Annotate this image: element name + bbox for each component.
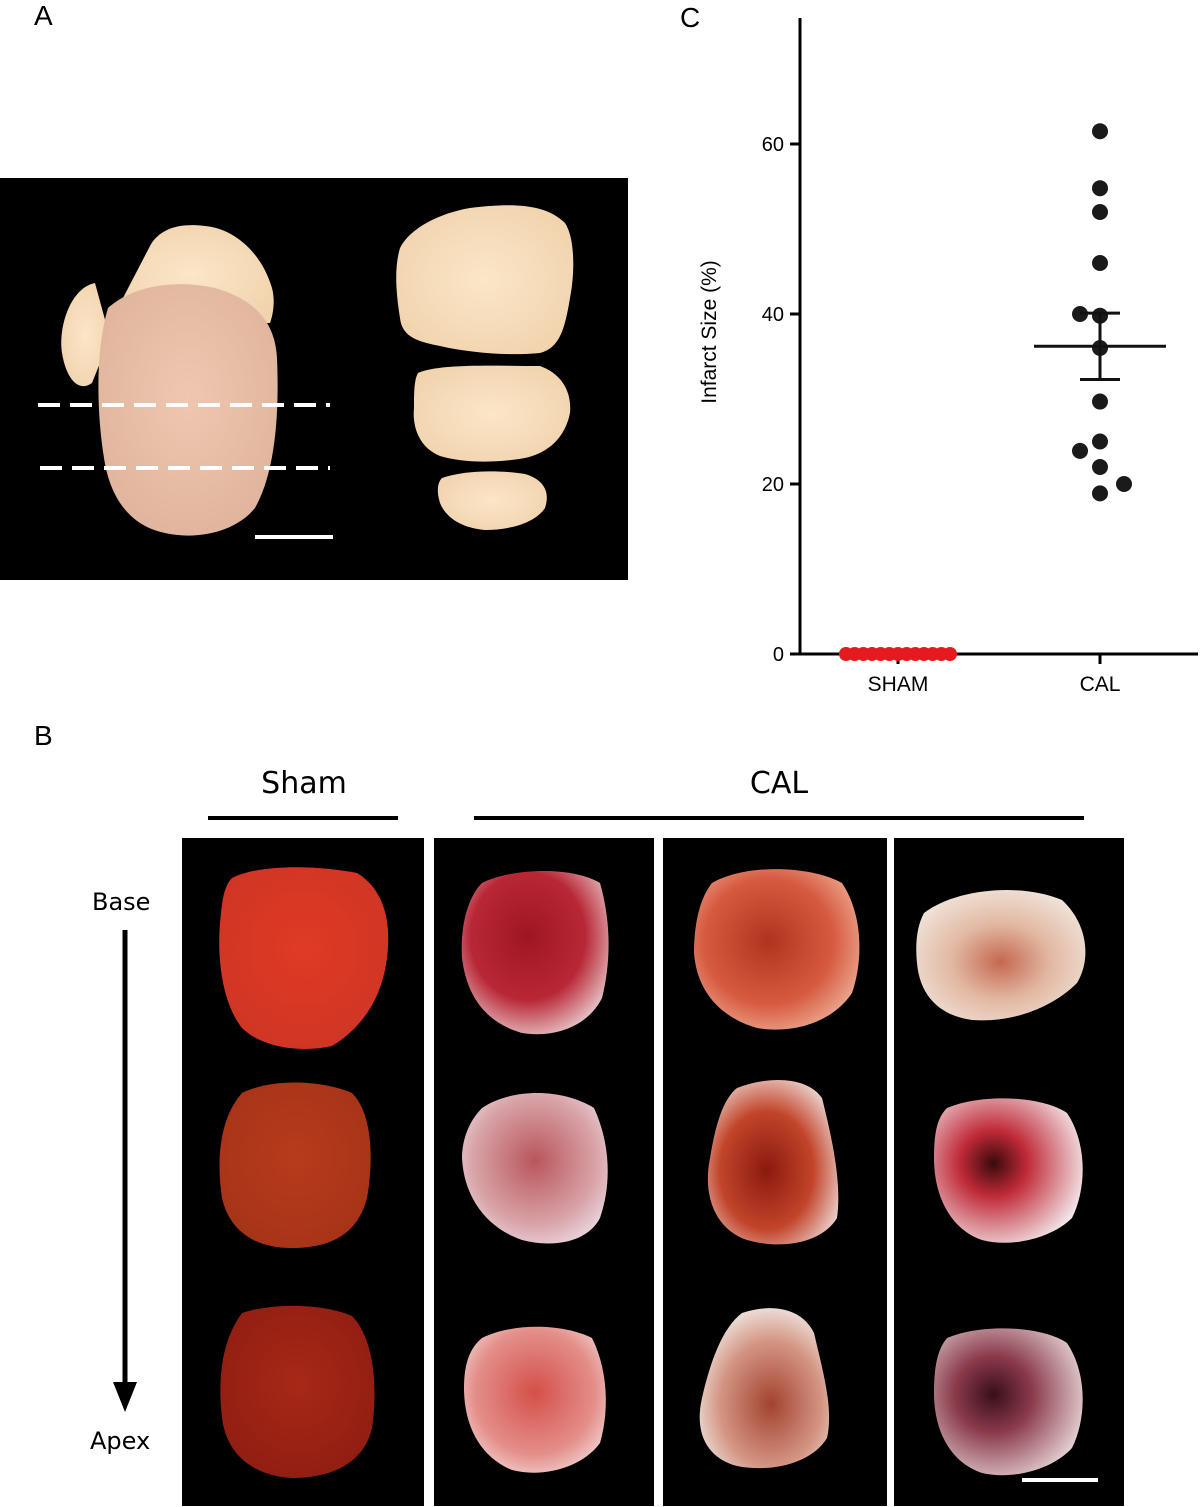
chart-axes: 0 20 40 60 SHAM CAL — [762, 18, 1198, 696]
cal-group-label: CAL — [749, 766, 809, 801]
cal1-slice-base — [461, 870, 609, 1035]
infarct-size-chart: 0 20 40 60 SHAM CAL Infarct Size (%) — [698, 18, 1198, 696]
chart-marks — [839, 123, 1166, 661]
cal3-slice-base — [916, 890, 1086, 1021]
whole-heart — [61, 225, 278, 536]
sham-slice-base — [219, 867, 389, 1049]
sham-slice-mid — [219, 1082, 371, 1248]
sham-slice-apex — [220, 1305, 375, 1478]
y-tick-label: 60 — [762, 134, 784, 156]
panel-letter-b: B — [34, 720, 53, 751]
y-axis-label: Infarct Size (%) — [698, 260, 721, 404]
panel-letter-a: A — [34, 0, 53, 31]
base-to-apex-arrow — [113, 930, 137, 1412]
slice-apex — [437, 471, 547, 530]
cal-point — [1092, 255, 1108, 271]
cal-point — [1092, 393, 1108, 410]
cal-group-bar — [474, 816, 1084, 820]
cal3-slice-mid — [934, 1098, 1083, 1243]
cal-point — [1072, 442, 1088, 459]
panel-letter-c: C — [680, 2, 701, 33]
slice-middle — [413, 365, 571, 462]
sham-group-bar — [208, 816, 398, 820]
slice-top — [396, 205, 574, 355]
apex-label: Apex — [90, 1427, 151, 1455]
y-tick-label: 40 — [762, 304, 784, 326]
cal1-slice-mid — [462, 1093, 608, 1244]
heart-photo-panel-a — [0, 178, 628, 580]
cal2-slice-base — [694, 869, 860, 1030]
y-tick-label: 0 — [773, 644, 784, 666]
base-label: Base — [92, 888, 151, 916]
cal2-slice-mid — [707, 1079, 839, 1245]
cal-point — [1092, 123, 1108, 140]
cal-point — [1092, 459, 1108, 475]
cal1-slice-apex — [464, 1326, 606, 1473]
x-tick-label: SHAM — [868, 673, 929, 696]
y-tick-label: 20 — [762, 474, 784, 496]
cal-point — [1092, 433, 1108, 450]
x-tick-label: CAL — [1080, 673, 1121, 696]
cal3-slice-apex — [934, 1328, 1083, 1476]
cal-point — [1116, 476, 1132, 492]
cal-point — [1092, 204, 1108, 220]
cal2-slice-apex — [699, 1308, 830, 1469]
sham-point — [943, 647, 957, 661]
cal-point — [1092, 485, 1108, 502]
sham-group-label: Sham — [261, 766, 347, 801]
ttc-slices-panel-b — [182, 838, 1124, 1506]
cal-point — [1092, 180, 1108, 197]
